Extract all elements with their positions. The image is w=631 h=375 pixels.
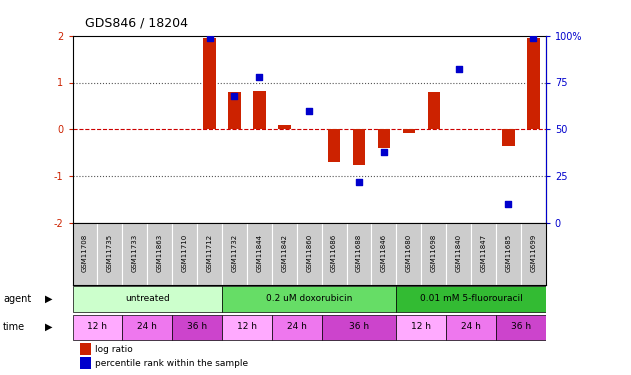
Bar <box>272 315 322 340</box>
Bar <box>322 223 346 285</box>
Bar <box>253 91 266 129</box>
Text: GSM11840: GSM11840 <box>456 234 462 272</box>
Bar <box>122 315 172 340</box>
Point <box>354 179 364 185</box>
Bar <box>396 315 446 340</box>
Text: GSM11844: GSM11844 <box>256 234 262 272</box>
Text: GSM11710: GSM11710 <box>182 234 187 272</box>
Bar <box>122 223 147 285</box>
Bar <box>197 223 222 285</box>
Bar <box>73 223 97 285</box>
Text: 0.2 uM doxorubicin: 0.2 uM doxorubicin <box>266 294 352 303</box>
Point <box>504 201 514 207</box>
Text: untreated: untreated <box>125 294 170 303</box>
Text: GSM11699: GSM11699 <box>531 234 536 272</box>
Bar <box>80 344 91 355</box>
Text: percentile rank within the sample: percentile rank within the sample <box>95 358 248 368</box>
Text: GSM11732: GSM11732 <box>232 234 237 272</box>
Bar <box>471 223 496 285</box>
Text: GSM11698: GSM11698 <box>431 234 437 272</box>
Point <box>379 149 389 155</box>
Bar <box>353 129 365 165</box>
Text: 36 h: 36 h <box>349 322 369 331</box>
Bar <box>496 315 546 340</box>
Text: 12 h: 12 h <box>411 322 431 331</box>
Bar <box>247 223 272 285</box>
Bar <box>396 223 422 285</box>
Text: GSM11860: GSM11860 <box>306 234 312 272</box>
Bar <box>228 92 240 129</box>
Text: ▶: ▶ <box>45 294 53 304</box>
Text: GSM11685: GSM11685 <box>505 234 512 272</box>
Text: 36 h: 36 h <box>511 322 531 331</box>
Bar <box>328 129 340 162</box>
Text: 36 h: 36 h <box>187 322 207 331</box>
Bar <box>278 124 290 129</box>
Bar <box>297 223 322 285</box>
Bar <box>422 223 446 285</box>
Point <box>304 108 314 114</box>
Text: GSM11686: GSM11686 <box>331 234 337 272</box>
Bar <box>521 223 546 285</box>
Point <box>204 34 215 40</box>
Bar <box>346 223 372 285</box>
Bar <box>147 223 172 285</box>
Point <box>454 66 464 72</box>
Text: agent: agent <box>3 294 32 304</box>
Bar <box>403 129 415 133</box>
Bar <box>427 92 440 129</box>
Bar <box>322 315 396 340</box>
Bar <box>222 315 272 340</box>
Text: 12 h: 12 h <box>237 322 257 331</box>
Text: 24 h: 24 h <box>287 322 307 331</box>
Bar <box>97 223 122 285</box>
Bar <box>203 38 216 129</box>
Text: GSM11846: GSM11846 <box>381 234 387 272</box>
Text: 24 h: 24 h <box>138 322 157 331</box>
Text: log ratio: log ratio <box>95 345 133 354</box>
Bar <box>396 286 546 312</box>
Bar <box>446 223 471 285</box>
Bar <box>496 223 521 285</box>
Bar <box>372 223 396 285</box>
Bar <box>222 286 396 312</box>
Bar <box>172 223 197 285</box>
Bar <box>446 315 496 340</box>
Text: time: time <box>3 322 25 332</box>
Bar <box>378 129 390 148</box>
Text: GSM11712: GSM11712 <box>206 234 213 272</box>
Text: 24 h: 24 h <box>461 322 481 331</box>
Text: 12 h: 12 h <box>88 322 107 331</box>
Text: GSM11680: GSM11680 <box>406 234 412 272</box>
Point <box>254 74 264 80</box>
Bar <box>502 129 515 146</box>
Bar <box>272 223 297 285</box>
Point <box>230 93 240 99</box>
Text: GSM11735: GSM11735 <box>107 234 113 272</box>
Bar <box>172 315 222 340</box>
Bar <box>80 357 91 369</box>
Text: GSM11733: GSM11733 <box>132 234 138 272</box>
Text: GSM11688: GSM11688 <box>356 234 362 272</box>
Bar <box>527 38 540 129</box>
Text: GSM11842: GSM11842 <box>281 234 287 272</box>
Text: GSM11847: GSM11847 <box>481 234 487 272</box>
Bar <box>222 223 247 285</box>
Text: GSM11863: GSM11863 <box>156 234 163 272</box>
Bar <box>73 286 222 312</box>
Point <box>528 34 538 40</box>
Text: 0.01 mM 5-fluorouracil: 0.01 mM 5-fluorouracil <box>420 294 522 303</box>
Text: ▶: ▶ <box>45 322 53 332</box>
Text: GSM11708: GSM11708 <box>82 234 88 272</box>
Bar <box>73 315 122 340</box>
Text: GDS846 / 18204: GDS846 / 18204 <box>85 17 188 30</box>
